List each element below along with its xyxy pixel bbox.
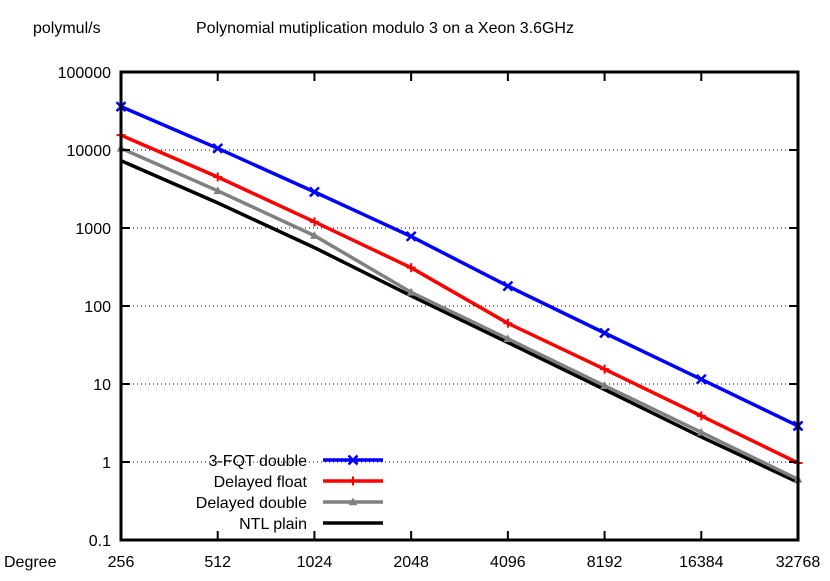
series-line: [120, 133, 799, 465]
x-tick-label: 256: [108, 554, 135, 571]
data-point: [503, 318, 513, 328]
legend-label: NTL plain: [239, 516, 307, 533]
data-point: [309, 217, 319, 227]
y-tick-label: 1: [102, 455, 111, 472]
y-tick-label: 100000: [58, 65, 111, 82]
x-tick-label: 8192: [587, 554, 623, 571]
data-point: [406, 287, 416, 296]
legend-label: Delayed float: [214, 474, 308, 491]
data-point: [348, 497, 358, 506]
data-point: [347, 454, 359, 466]
series-line: [120, 159, 799, 484]
legend-item: Delayed double: [196, 495, 383, 512]
y-tick-label: 0.1: [89, 533, 111, 550]
series-3-fqt-double: [115, 101, 804, 432]
y-tick-label: 1000: [75, 221, 111, 238]
series-delayed-float: [116, 130, 803, 468]
y-tick-label: 10: [93, 377, 111, 394]
data-point: [348, 476, 358, 486]
legend-item: 3-FQT double: [209, 453, 383, 470]
x-tick-label: 1024: [297, 554, 333, 571]
series-delayed-double: [116, 143, 803, 483]
legend-item: Delayed float: [214, 474, 383, 491]
legend: 3-FQT double Delayed float Delayed double N…: [196, 453, 383, 533]
data-point: [502, 280, 514, 292]
data-point: [213, 186, 223, 195]
data-point: [600, 364, 610, 374]
series-ntl-plain: [120, 159, 799, 484]
axis-ticks: 0.1 1 10 100 1000 10000 100000 256 512 1024 2048 40…: [58, 65, 821, 571]
series-line: [120, 104, 799, 428]
data-point: [503, 334, 513, 343]
legend-label: 3-FQT double: [209, 453, 308, 470]
chart-title: Polynomial mutiplication modulo 3 on a X…: [196, 20, 574, 37]
y-axis-label: polymul/s: [33, 20, 101, 37]
data-point: [599, 327, 610, 339]
data-point: [696, 427, 706, 436]
data-point: [406, 263, 416, 273]
data-point: [309, 186, 320, 198]
x-tick-label: 4096: [490, 554, 526, 571]
grid: [121, 149, 798, 463]
data-point: [695, 373, 707, 385]
data-point: [310, 231, 319, 239]
series-line: [120, 146, 799, 481]
x-tick-label: 32768: [776, 554, 821, 571]
data-point: [696, 411, 706, 421]
legend-label: Delayed double: [196, 495, 307, 512]
x-tick-label: 16384: [679, 554, 724, 571]
data-point: [213, 172, 223, 182]
x-axis-label: Degree: [4, 554, 57, 571]
data-point: [405, 231, 417, 242]
data-point: [600, 381, 609, 390]
data-point: [212, 142, 224, 154]
y-tick-label: 10000: [67, 143, 112, 160]
x-tick-label: 512: [204, 554, 231, 571]
y-tick-label: 100: [84, 299, 111, 316]
legend-item: NTL plain: [239, 516, 383, 533]
x-tick-label: 2048: [393, 554, 429, 571]
series-group: [115, 101, 804, 484]
